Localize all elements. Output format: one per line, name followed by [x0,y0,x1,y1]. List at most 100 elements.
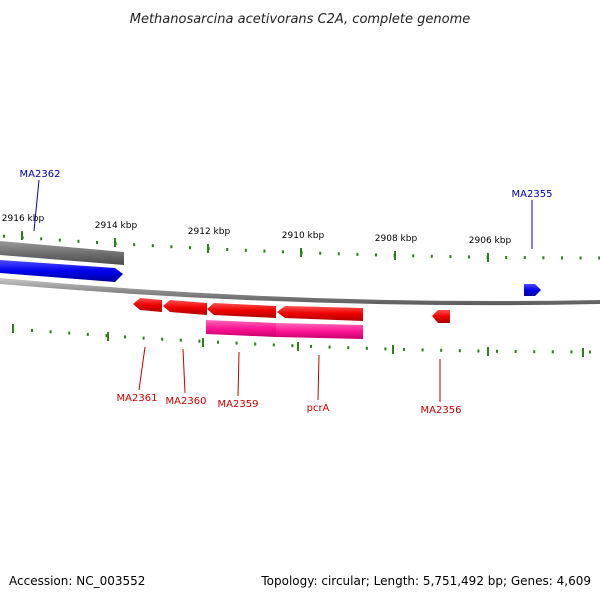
outer-minor-tick [598,256,600,260]
gray-track-segment [0,241,124,265]
outer-minor-tick [226,248,229,251]
outer-minor-tick [505,256,508,259]
gene-ma2362[interactable] [0,260,123,282]
inner-minor-tick [86,332,89,336]
major-tick-2912 [207,244,209,253]
inner-minor-tick [179,338,182,342]
leader-ma2362 [33,179,40,232]
label-ma2359[interactable]: MA2359 [218,399,259,410]
label-ma2361[interactable]: MA2361 [117,393,158,404]
inner-minor-tick [365,346,368,350]
inner-minor-tick [347,346,350,350]
label-ma2362[interactable]: MA2362 [20,169,61,180]
label-pcra[interactable]: pcrA [307,403,330,414]
inner-minor-tick [514,350,517,353]
inner-minor-tick [254,342,257,346]
major-tick-2916 [21,231,23,240]
inner-minor-tick [403,347,405,351]
gene-labels: MA2362 MA2355 MA2361 MA2360 MA2359 pcrA … [20,169,553,416]
label-ma2355[interactable]: MA2355 [512,189,553,200]
inner-ruler [12,324,591,357]
topology-summary: Topology: circular; Length: 5,751,492 bp… [261,574,591,588]
outer-minor-tick [58,238,61,242]
inner-major-ticks [12,324,584,357]
inner-minor-tick [49,330,52,334]
tick-label-2908: 2908 kbp [375,234,418,244]
inner-minor-tick [384,347,387,351]
outer-minor-tick [77,239,80,243]
inner-major-tick-2910 [297,342,299,351]
outer-minor-tick [430,254,433,258]
leader-pcra [317,354,320,401]
major-tick-2910 [300,248,302,257]
outer-minor-tick [133,243,136,247]
inner-minor-tick [570,350,573,354]
outer-minor-tick [319,251,322,255]
outer-minor-tick [337,252,340,256]
outer-minor-tick [3,234,5,238]
inner-minor-ticks [31,328,591,354]
major-tick-2908 [394,251,396,260]
outer-minor-tick [282,250,284,254]
inner-minor-tick [440,348,443,352]
outer-minor-tick [449,255,452,259]
inner-major-tick-2906 [487,347,489,356]
inner-minor-tick [161,337,164,341]
outer-minor-tick [412,254,415,258]
inner-minor-tick [124,335,126,339]
inner-minor-tick [533,350,536,354]
inner-major-tick-2904 [582,348,584,357]
inner-minor-tick [496,349,498,353]
tick-labels: 2916 kbp 2914 kbp 2912 kbp 2910 kbp 2908… [2,214,512,246]
inner-major-tick-2912 [202,338,204,347]
cds-ma2359[interactable] [206,320,276,337]
gene-ma2359[interactable] [207,303,276,318]
outer-minor-tick [561,256,563,260]
outer-minor-tick [356,252,359,256]
outer-minor-tick [170,245,173,249]
inner-major-tick-2916 [12,324,14,333]
label-ma2356[interactable]: MA2356 [421,405,462,416]
outer-minor-tick [542,256,545,260]
tick-label-2910: 2910 kbp [282,231,325,241]
inner-minor-tick [105,334,108,338]
gene-ma2355[interactable] [524,284,541,296]
leader-ma2361 [138,346,146,391]
tick-label-2916: 2916 kbp [2,214,45,224]
inner-major-tick-2908 [392,345,394,354]
gene-ma2360[interactable] [163,300,207,315]
outer-minor-tick [468,255,470,259]
inner-minor-tick [310,344,312,348]
inner-minor-tick [589,350,591,354]
outer-minor-tick [189,246,191,250]
outer-minor-tick [244,248,247,252]
leader-ma2360 [182,348,186,394]
outer-ruler: 2916 kbp 2914 kbp 2912 kbp 2910 kbp 2908… [2,214,600,262]
major-tick-2906 [487,253,489,262]
inner-major-tick-2914 [107,332,109,341]
outer-minor-tick [40,237,43,241]
inner-minor-tick [68,331,71,335]
inner-minor-tick [328,345,331,349]
tick-label-2906: 2906 kbp [469,236,512,246]
inner-minor-tick [198,339,201,343]
outer-minor-tick [96,241,98,244]
cds-pcra[interactable] [276,323,363,339]
gene-ma2361[interactable] [133,298,162,312]
gene-ma2356[interactable] [432,310,450,323]
inner-minor-tick [31,328,33,332]
genome-backbone [0,278,600,306]
outer-minor-tick [151,244,154,248]
gene-pcra[interactable] [277,306,363,321]
label-ma2360[interactable]: MA2360 [166,396,207,407]
outer-major-ticks [21,231,489,262]
outer-minor-tick [263,249,266,253]
inner-minor-tick [458,349,461,353]
inner-minor-tick [421,348,424,352]
major-tick-2914 [114,238,116,247]
inner-minor-tick [551,350,554,354]
inner-minor-tick [272,343,275,347]
inner-minor-tick [477,349,480,353]
tick-label-2912: 2912 kbp [188,227,231,237]
